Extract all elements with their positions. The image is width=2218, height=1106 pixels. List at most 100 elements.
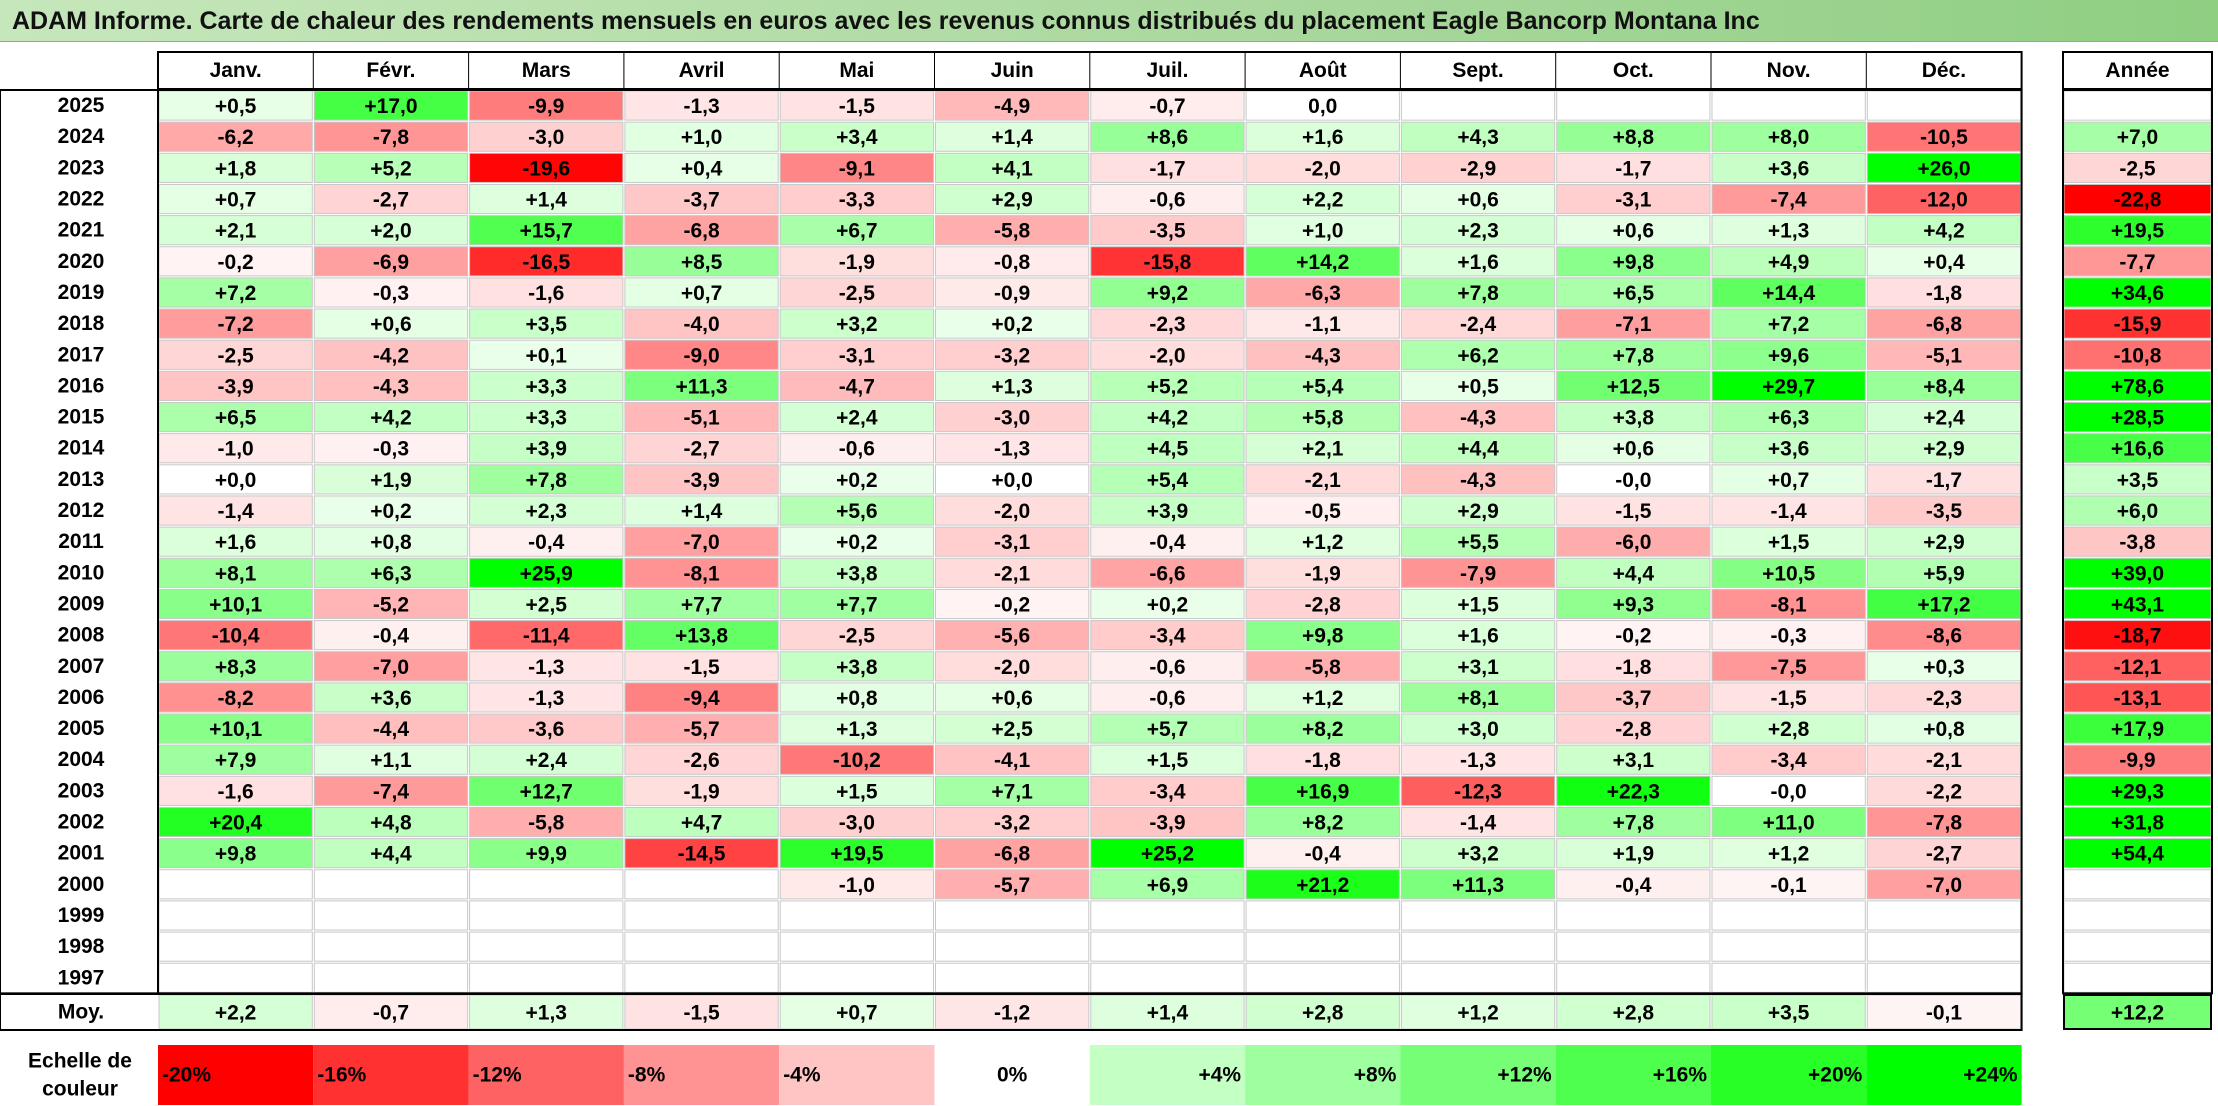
- cell-value: +2,1: [1302, 438, 1344, 461]
- cell-value: -8,6: [1926, 625, 1962, 648]
- heatmap-cell: [1245, 277, 1400, 308]
- heatmap-cell: [1711, 90, 1866, 121]
- annual-cell: [2063, 713, 2212, 744]
- average-cell: [1245, 994, 1400, 1030]
- heatmap-cell: [1400, 339, 1556, 370]
- heatmap-cell: [1711, 370, 1866, 402]
- cell-value: -0,4: [1149, 531, 1186, 554]
- heatmap-cell: [1400, 557, 1556, 588]
- cell-value: -6,8: [1926, 313, 1963, 336]
- heatmap-cell: [1556, 588, 1711, 620]
- heatmap-cell: [1400, 152, 1556, 183]
- cell-value: -12,0: [1920, 189, 1968, 212]
- heatmap-cell: [624, 806, 779, 838]
- cell-value: -1,3: [994, 438, 1030, 461]
- heatmap-cell: [1711, 308, 1866, 339]
- heatmap-cell: [1711, 713, 1866, 744]
- heatmap-cell: [158, 464, 313, 495]
- cell-value: -3,2: [994, 344, 1030, 367]
- heatmap-cell: [158, 557, 313, 588]
- cell-value: +26,0: [1917, 157, 1970, 180]
- heatmap-cell: [1556, 869, 1711, 900]
- heatmap-cell: [1711, 620, 1866, 651]
- cell-value: +9,8: [1302, 625, 1344, 648]
- cell-value: +8,6: [1147, 126, 1188, 149]
- cell-value: +10,1: [209, 593, 262, 616]
- heatmap-cell: [1090, 806, 1245, 838]
- heatmap-cell: [1400, 806, 1556, 838]
- cell-value: -3,6: [528, 718, 564, 741]
- heatmap-cell: [624, 121, 779, 152]
- heatmap-cell: [1556, 962, 1711, 993]
- cell-value: -0,4: [373, 625, 410, 648]
- cell-value: -4,1: [994, 749, 1031, 772]
- cell-value: +11,3: [676, 375, 728, 398]
- cell-value: -7,9: [1460, 562, 1496, 585]
- annual-value: +3,5: [2117, 469, 2159, 492]
- year-label: 2022: [58, 188, 105, 211]
- annual-header: [2062, 51, 2213, 90]
- cell-value: -3,0: [994, 407, 1030, 430]
- heatmap-cell: [624, 775, 779, 806]
- heatmap-cell: [1245, 464, 1400, 495]
- heatmap-cell: [1245, 869, 1400, 900]
- heatmap-cell: [935, 339, 1090, 370]
- cell-value: -7,8: [1926, 812, 1963, 835]
- year-label: 2025: [58, 94, 105, 117]
- heatmap-cell: [1866, 806, 2022, 838]
- heatmap-cell: [313, 869, 469, 900]
- heatmap-cell: [469, 588, 624, 620]
- cell-value: -1,6: [218, 780, 254, 803]
- scale-label-value: -12%: [473, 1064, 522, 1087]
- heatmap-cell: [469, 152, 624, 183]
- heatmap-cell: [469, 651, 624, 682]
- cell-value: +1,6: [1302, 126, 1343, 149]
- cell-value: -0,0: [1615, 469, 1651, 492]
- heatmap-cell: [1090, 869, 1245, 900]
- cell-value: +1,5: [1457, 593, 1499, 616]
- scale-label-value: -20%: [162, 1064, 211, 1087]
- cell-value: +7,8: [526, 469, 568, 492]
- annual-value: +43,1: [2111, 593, 2164, 616]
- heatmap-cell: [313, 246, 469, 277]
- cell-value: +1,3: [991, 375, 1032, 398]
- average-value: +2,8: [1613, 1002, 1655, 1025]
- cell-value: +3,6: [370, 687, 411, 710]
- cell-value: -9,9: [528, 95, 564, 118]
- heatmap-cell: [469, 775, 624, 806]
- heatmap-cell: [1090, 339, 1245, 370]
- heatmap-cell: [1245, 402, 1400, 433]
- cell-value: +8,0: [1768, 126, 1809, 149]
- average-value: -0,7: [373, 1002, 409, 1025]
- cell-value: -1,4: [1460, 812, 1497, 835]
- heatmap-cell: [1711, 121, 1866, 152]
- cell-value: -0,3: [1771, 625, 1807, 648]
- heatmap-cell: [1400, 183, 1556, 215]
- average-value: -1,2: [994, 1002, 1030, 1025]
- heatmap-cell: [469, 931, 624, 962]
- heatmap-cell: [779, 464, 935, 495]
- cell-value: -3,7: [683, 189, 719, 212]
- heatmap-cell: [158, 339, 313, 370]
- heatmap-cell: [313, 495, 469, 526]
- cell-value: +2,1: [215, 220, 257, 243]
- scale-label-value: -4%: [783, 1064, 821, 1087]
- heatmap-cell: [1556, 121, 1711, 152]
- heatmap-cell: [1711, 588, 1866, 620]
- cell-value: -2,5: [218, 344, 255, 367]
- annual-value: -2,5: [2119, 157, 2156, 180]
- heatmap-cell: [935, 557, 1090, 588]
- heatmap-cell: [624, 464, 779, 495]
- annual-value: -15,9: [2114, 313, 2162, 336]
- cell-value: -7,2: [218, 313, 254, 336]
- cell-value: -0,6: [1149, 656, 1185, 679]
- heatmap-cell: [779, 121, 935, 152]
- heatmap-cell: [624, 339, 779, 370]
- cell-value: +1,0: [681, 126, 722, 149]
- heatmap-cell: [1245, 557, 1400, 588]
- heatmap-cell: [469, 464, 624, 495]
- heatmap-cell: [779, 152, 935, 183]
- heatmap-cell: [469, 246, 624, 277]
- heatmap-cell: [313, 370, 469, 402]
- heatmap-cell: [313, 308, 469, 339]
